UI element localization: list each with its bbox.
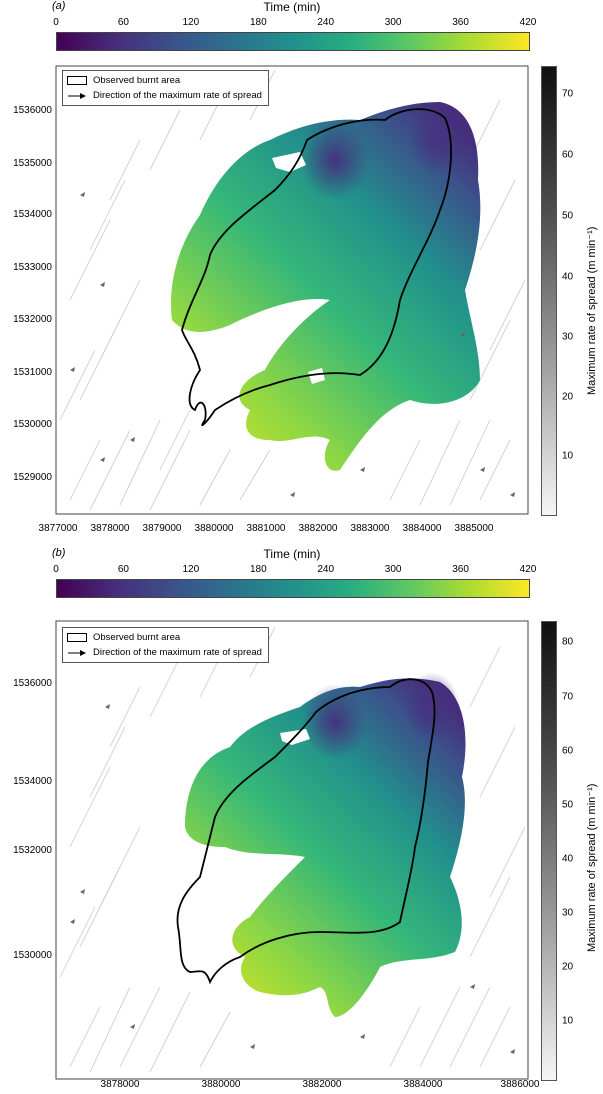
legend-row-burnt: Observed burnt area	[67, 73, 262, 88]
x-tick: 3877000	[38, 523, 78, 534]
y-tick: 1534000	[13, 776, 52, 787]
time-colorbar-ticks: 0 60 120 180 240 300 360 420	[53, 17, 536, 29]
panel-a: (a) Time (min) 0 60 120 180 240 300 360 …	[13, 0, 598, 534]
x-tick: 3881000	[246, 523, 286, 534]
y-tick: 1530000	[13, 419, 52, 430]
panel-b: (b) Time (min) 0 60 120 180 240 300 360 …	[0, 547, 603, 1094]
wind-streaks	[59, 69, 526, 511]
y-tick: 1535000	[13, 158, 52, 169]
x-tick: 3878000	[100, 1079, 140, 1090]
time-colorbar	[56, 32, 530, 51]
time-tick: 180	[249, 564, 267, 575]
rate-tick: 80	[562, 636, 574, 648]
panel-letter: (b)	[52, 547, 66, 559]
x-tick: 3882000	[298, 523, 338, 534]
x-tick: 3883000	[350, 523, 390, 534]
time-tick: 300	[384, 564, 402, 575]
time-colorbar	[56, 579, 530, 598]
legend-label: Observed burnt area	[93, 632, 181, 643]
time-colorbar-title: Time (min)	[263, 0, 321, 14]
observed-burnt-area	[181, 108, 452, 427]
y-tick: 1532000	[13, 314, 52, 325]
legend-box-icon	[67, 633, 87, 642]
time-tick: 420	[519, 17, 537, 28]
rate-tick: 20	[562, 961, 574, 973]
rate-colorbar	[541, 66, 557, 516]
time-tick: 180	[249, 17, 267, 28]
arrow-icon	[68, 92, 86, 99]
rate-tick: 70	[562, 88, 574, 100]
map-legend: Observed burnt area Direction of the max…	[62, 627, 269, 663]
spread-map-a	[55, 65, 529, 515]
time-tick: 240	[317, 17, 335, 28]
legend-row-direction: Direction of the maximum rate of spread	[67, 645, 262, 660]
time-tick: 60	[117, 564, 129, 575]
y-tick: 1529000	[13, 472, 52, 483]
time-tick: 0	[53, 564, 59, 575]
arrow-icon	[68, 649, 86, 656]
y-tick: 1533000	[13, 262, 52, 273]
rate-tick: 50	[562, 799, 574, 811]
rate-arrows	[70, 192, 515, 497]
x-tick: 3886000	[500, 1079, 540, 1090]
x-tick: 3880000	[201, 1079, 241, 1090]
rate-colorbar	[541, 621, 557, 1081]
rate-arrows	[70, 704, 515, 1054]
legend-box-icon	[67, 76, 87, 85]
x-tick: 3884000	[403, 1079, 443, 1090]
time-tick: 360	[452, 564, 469, 575]
rate-colorbar-title: Maximum rate of spread (m min⁻¹)	[586, 783, 598, 952]
x-tick: 3884000	[402, 523, 442, 534]
rate-tick: 40	[562, 853, 574, 865]
fire-arrival-surface	[185, 672, 466, 1017]
y-tick: 1536000	[13, 678, 52, 689]
rate-tick: 50	[562, 210, 574, 222]
rate-tick: 40	[562, 271, 574, 283]
y-tick: 1530000	[13, 950, 52, 961]
x-tick: 3878000	[90, 523, 130, 534]
observed-burnt-area	[176, 678, 436, 985]
rate-tick: 20	[562, 391, 574, 403]
panel-letter: (a)	[52, 0, 66, 12]
time-tick: 360	[452, 17, 469, 28]
legend-row-direction: Direction of the maximum rate of spread	[67, 88, 262, 103]
x-tick: 3882000	[302, 1079, 342, 1090]
spread-map-b	[55, 620, 529, 1080]
time-tick: 420	[519, 564, 537, 575]
time-tick: 120	[182, 564, 200, 575]
y-tick: 1534000	[13, 209, 52, 220]
rate-tick: 30	[562, 907, 574, 919]
time-colorbar-title: Time (min)	[263, 547, 321, 561]
legend-label: Direction of the maximum rate of spread	[93, 647, 262, 658]
rate-tick: 60	[562, 149, 574, 161]
rate-colorbar-title: Maximum rate of spread (m min⁻¹)	[586, 226, 598, 395]
rate-tick: 10	[562, 450, 574, 462]
x-tick: 3879000	[142, 523, 182, 534]
rate-tick: 30	[562, 331, 574, 343]
y-tick: 1536000	[13, 105, 52, 116]
fire-arrival-surface	[170, 102, 481, 471]
rate-tick: 60	[562, 745, 574, 757]
time-tick: 240	[317, 564, 335, 575]
y-tick: 1531000	[13, 367, 52, 378]
time-tick: 60	[117, 17, 129, 28]
time-tick: 300	[384, 17, 402, 28]
time-tick: 0	[53, 17, 59, 28]
x-tick: 3885000	[454, 523, 494, 534]
map-legend: Observed burnt area Direction of the max…	[62, 70, 269, 106]
rate-tick: 70	[562, 691, 574, 703]
y-tick: 1532000	[13, 845, 52, 856]
x-tick: 3880000	[194, 523, 234, 534]
legend-row-burnt: Observed burnt area	[67, 630, 262, 645]
legend-label: Observed burnt area	[93, 75, 181, 86]
wind-streaks	[59, 626, 526, 1073]
time-tick: 120	[182, 17, 200, 28]
time-colorbar-ticks: 0 60 120 180 240 300 360 420	[53, 564, 536, 576]
legend-label: Direction of the maximum rate of spread	[93, 90, 262, 101]
rate-tick: 10	[562, 1015, 574, 1027]
